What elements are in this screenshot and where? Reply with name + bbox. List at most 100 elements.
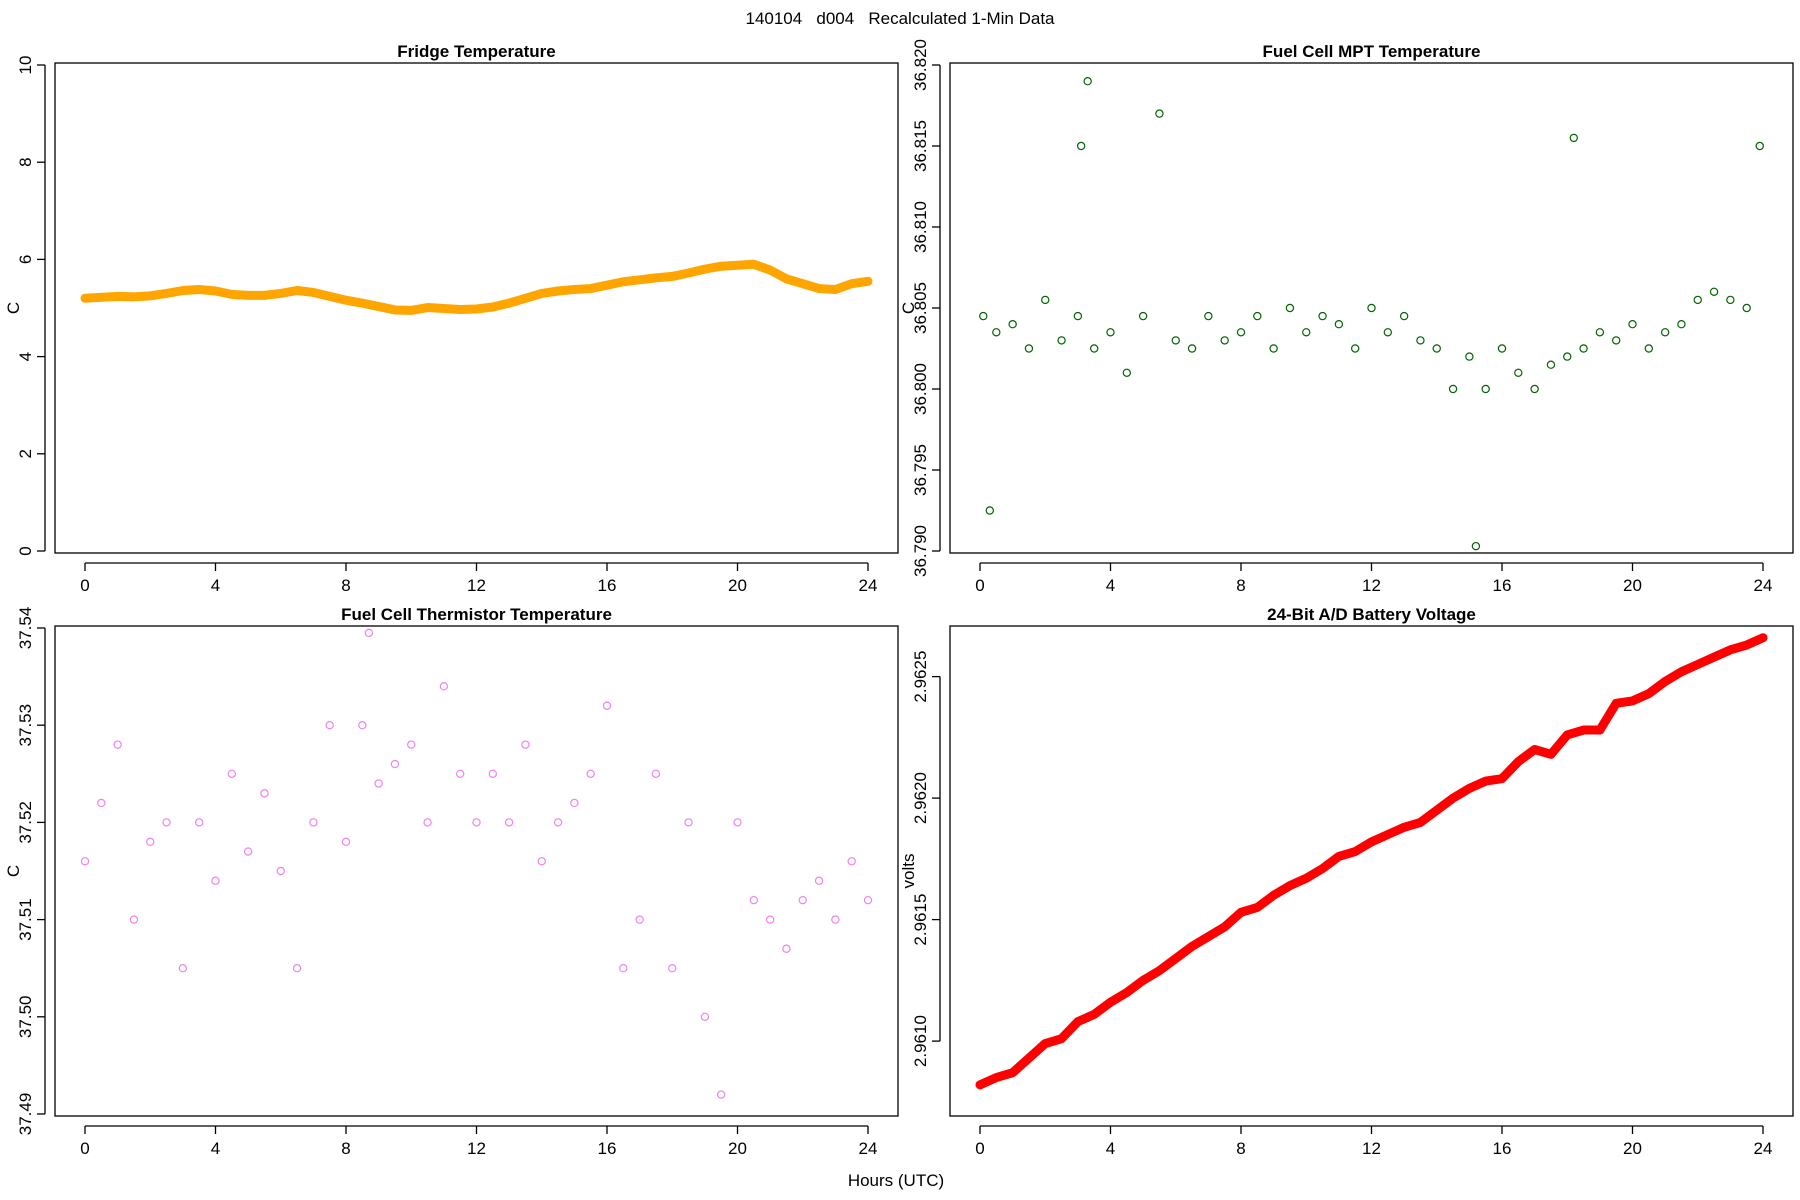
data-point <box>700 1012 710 1022</box>
data-point <box>1155 109 1164 118</box>
panel-title: 24-Bit A/D Battery Voltage <box>1267 605 1476 624</box>
x-tick-label: 8 <box>341 1139 350 1158</box>
data-point <box>1726 295 1735 305</box>
data-point <box>1448 384 1458 394</box>
data-point <box>1465 352 1474 361</box>
data-point <box>1076 141 1086 151</box>
data-point <box>1579 344 1588 353</box>
y-tick-label: 2 <box>16 449 35 458</box>
data-point <box>390 759 400 769</box>
data-point <box>146 837 155 847</box>
data-point <box>1416 336 1425 345</box>
x-tick-label: 12 <box>467 576 486 595</box>
data-point <box>1057 336 1066 345</box>
plot-frame <box>949 62 1794 554</box>
y-tick-label: 2.9620 <box>911 772 930 824</box>
data-point <box>1693 295 1702 305</box>
x-tick-label: 0 <box>975 1139 984 1158</box>
data-point <box>602 701 612 710</box>
data-point <box>1660 328 1670 337</box>
data-point <box>472 818 481 827</box>
data-point <box>407 740 416 749</box>
chart-panel-bottom-right: 24-Bit A/D Battery Voltage volts 0 4 8 12 16 20… <box>899 605 1794 1158</box>
data-point <box>1269 344 1278 353</box>
data-point <box>1083 76 1092 86</box>
data-point <box>1171 336 1180 345</box>
data-point <box>831 915 840 924</box>
x-tick-label: 8 <box>341 576 350 595</box>
data-point <box>1187 344 1197 353</box>
data-point <box>97 798 106 808</box>
y-axis-label: C <box>4 302 23 314</box>
x-tick-label: 12 <box>467 1139 486 1158</box>
plot-frame <box>949 625 1794 1117</box>
data-point <box>1563 352 1572 361</box>
data-point <box>716 1090 726 1099</box>
data-point <box>798 895 807 905</box>
x-tick-label: 24 <box>1754 1139 1773 1158</box>
y-tick-label: 37.51 <box>16 898 35 941</box>
x-tick-label: 0 <box>80 1139 89 1158</box>
data-point <box>1204 311 1213 321</box>
y-tick-label: 8 <box>16 157 35 166</box>
data-point <box>1514 368 1523 377</box>
y-tick-label: 37.54 <box>16 607 35 650</box>
data-point <box>1742 303 1751 313</box>
data-point <box>1334 320 1344 329</box>
x-tick-label: 16 <box>1493 576 1512 595</box>
data-point <box>1089 344 1099 353</box>
x-tick-label: 4 <box>211 1139 220 1158</box>
data-point <box>1106 328 1115 337</box>
panel-title: Fridge Temperature <box>397 42 555 61</box>
data-point <box>162 818 171 827</box>
x-tick-label: 20 <box>1623 576 1642 595</box>
data-point <box>863 895 873 905</box>
data-point <box>651 769 661 779</box>
data-point <box>1302 328 1311 337</box>
plot-frame <box>54 625 899 1117</box>
data-point <box>211 876 220 885</box>
data-point <box>537 857 546 866</box>
x-tick-label: 16 <box>598 1139 617 1158</box>
data-point <box>1383 328 1393 337</box>
data-point <box>1350 344 1360 353</box>
data-point <box>1569 133 1578 143</box>
data-point <box>243 847 253 856</box>
y-tick-label: 37.50 <box>16 996 35 1039</box>
data-point <box>1497 344 1507 353</box>
x-tick-label: 8 <box>1236 576 1245 595</box>
data-point <box>586 769 595 779</box>
data-point <box>194 818 204 827</box>
data-point <box>992 328 1001 337</box>
y-tick-label: 2.9625 <box>911 651 930 703</box>
y-tick-label: 36.790 <box>911 525 930 577</box>
x-tick-label: 20 <box>728 576 747 595</box>
x-tick-label: 8 <box>1236 1139 1245 1158</box>
x-tick-label: 24 <box>859 576 878 595</box>
data-point <box>553 818 563 827</box>
figure-title: 140104 d004 Recalculated 1-Min Data <box>745 9 1055 28</box>
data-point <box>1755 141 1764 151</box>
data-point <box>488 769 498 779</box>
data-point <box>80 857 90 866</box>
data-point <box>1122 368 1132 377</box>
data-point <box>227 769 237 779</box>
y-tick-label: 10 <box>16 56 35 75</box>
data-point <box>178 964 188 973</box>
series-line <box>975 633 1768 1090</box>
y-tick-label: 0 <box>16 546 35 555</box>
data-point <box>1709 287 1719 296</box>
y-axis-label: C <box>899 302 918 314</box>
x-tick-label: 20 <box>1623 1139 1642 1158</box>
y-tick-label: 36.820 <box>911 39 930 91</box>
data-point <box>1008 320 1017 329</box>
series-line <box>80 259 873 315</box>
data-point <box>358 721 367 730</box>
data-point <box>1595 328 1605 337</box>
data-point <box>129 915 139 924</box>
x-tick-label: 12 <box>1362 576 1381 595</box>
x-tick-label: 4 <box>211 576 220 595</box>
y-tick-label: 2.9610 <box>911 1015 930 1067</box>
data-point <box>635 915 644 924</box>
